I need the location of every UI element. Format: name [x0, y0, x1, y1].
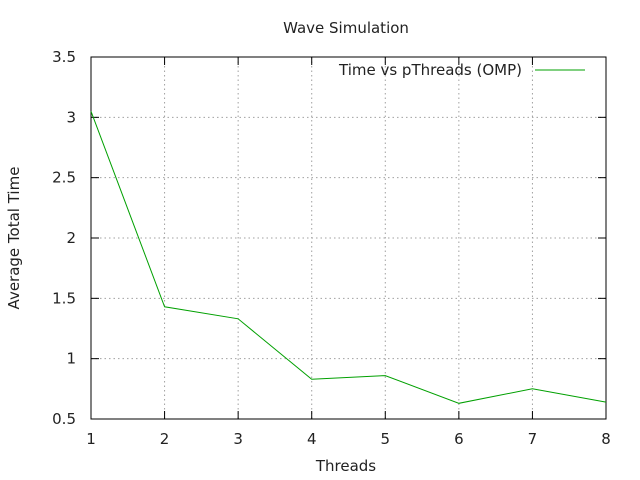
- y-tick-label: 1.5: [52, 289, 76, 307]
- x-axis-label: Threads: [315, 457, 376, 475]
- grid-layer: [91, 57, 606, 419]
- y-tick-label: 3.5: [52, 48, 76, 66]
- y-tick-label: 1: [66, 350, 76, 368]
- x-tick-label: 5: [381, 430, 391, 448]
- series-layer: [91, 111, 606, 403]
- legend: Time vs pThreads (OMP): [338, 61, 585, 79]
- series-line: [91, 111, 606, 403]
- y-axis-label: Average Total Time: [5, 167, 23, 310]
- y-tick-label: 0.5: [52, 410, 76, 428]
- y-tick-label: 2.5: [52, 169, 76, 187]
- x-tick-label: 4: [307, 430, 317, 448]
- legend-label: Time vs pThreads (OMP): [338, 61, 522, 79]
- tick-layer: 0.5 1 1.5 2 2.5 3 3.5 1 2 3 4 5 6 7 8: [52, 48, 611, 448]
- y-tick-label: 2: [66, 229, 76, 247]
- x-tick-label: 2: [160, 430, 170, 448]
- x-tick-label: 7: [528, 430, 538, 448]
- x-tick-label: 3: [233, 430, 243, 448]
- x-tick-label: 6: [454, 430, 464, 448]
- y-tick-label: 3: [66, 108, 76, 126]
- chart-title: Wave Simulation: [283, 19, 409, 37]
- x-tick-label: 1: [86, 430, 96, 448]
- x-tick-label: 8: [601, 430, 611, 448]
